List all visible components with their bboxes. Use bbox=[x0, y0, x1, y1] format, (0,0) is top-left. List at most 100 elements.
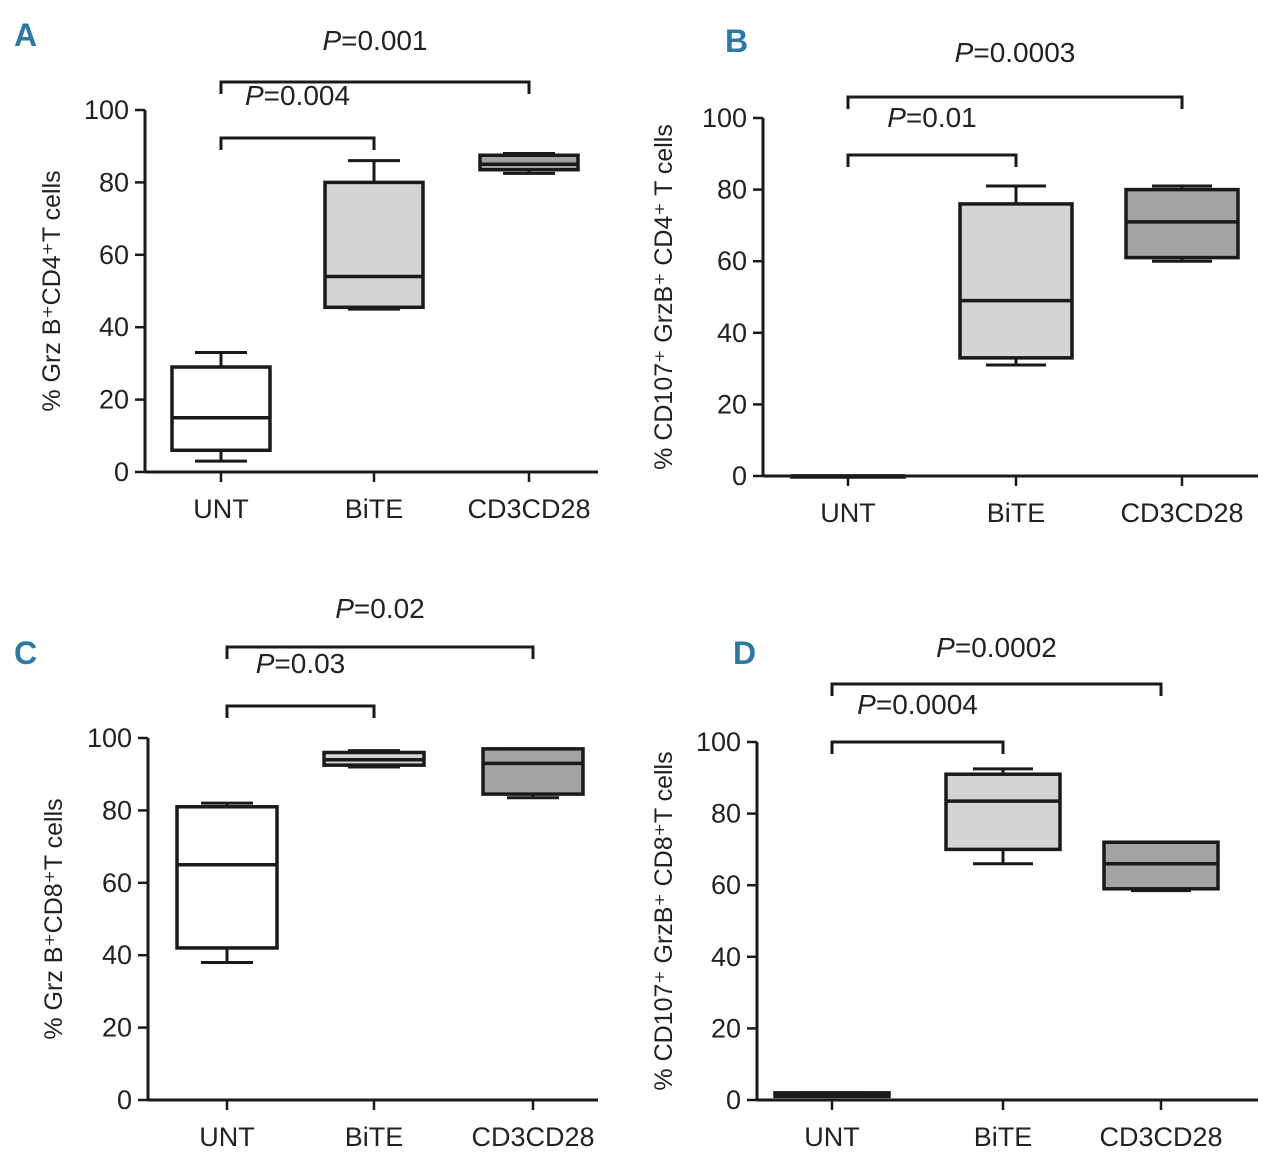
y-tick-label: 20 bbox=[102, 1013, 132, 1043]
y-tick-label: 100 bbox=[84, 95, 129, 125]
bracket-line bbox=[830, 682, 1163, 696]
p-letter: P bbox=[245, 80, 264, 111]
panel-label: A bbox=[14, 17, 37, 53]
significance-bracket: P=0.03 bbox=[225, 648, 376, 718]
box-bite bbox=[958, 184, 1074, 367]
panel-label: C bbox=[14, 635, 37, 671]
box-unt bbox=[790, 474, 906, 479]
x-tick-label: BiTE bbox=[345, 494, 404, 524]
x-tick-label: UNT bbox=[193, 494, 249, 524]
p-value: =0.01 bbox=[906, 102, 977, 133]
p-letter: P bbox=[335, 593, 354, 624]
y-tick-label: 20 bbox=[717, 389, 747, 419]
p-value-label: P=0.01 bbox=[887, 102, 977, 133]
p-value-label: P=0.02 bbox=[335, 593, 425, 624]
box-bite bbox=[323, 159, 425, 311]
x-tick-label: UNT bbox=[804, 1122, 860, 1152]
bracket-line bbox=[225, 704, 376, 718]
box-bite bbox=[322, 749, 426, 769]
y-tick-label: 60 bbox=[717, 246, 747, 276]
x-tick-label: CD3CD28 bbox=[467, 494, 590, 524]
p-value-label: P=0.0004 bbox=[857, 689, 978, 720]
significance-bracket: P=0.001 bbox=[219, 25, 531, 94]
y-tick-label: 0 bbox=[732, 461, 747, 491]
box-iqr bbox=[478, 153, 580, 172]
box-iqr bbox=[481, 747, 585, 796]
y-tick-label: 100 bbox=[696, 727, 741, 757]
panel-label: B bbox=[725, 23, 748, 59]
x-tick-label: UNT bbox=[199, 1122, 255, 1152]
bracket-line bbox=[219, 80, 531, 94]
p-letter: P bbox=[857, 689, 876, 720]
p-value-label: P=0.03 bbox=[256, 648, 346, 679]
box-bite bbox=[944, 767, 1062, 866]
y-tick-label: 40 bbox=[711, 942, 741, 972]
x-tick-label: UNT bbox=[820, 498, 876, 528]
y-tick-label: 20 bbox=[99, 385, 129, 415]
p-letter: P bbox=[887, 102, 906, 133]
significance-bracket: P=0.004 bbox=[219, 80, 376, 150]
y-tick-label: 100 bbox=[87, 723, 132, 753]
y-tick-label: 80 bbox=[717, 175, 747, 205]
panel-d: D 0 20 40 60 80 100 UNT BiTE CD3CD28 % CD107⁺ GrzB… bbox=[650, 632, 1258, 1152]
y-tick-label: 60 bbox=[102, 868, 132, 898]
y-tick-label: 100 bbox=[702, 103, 747, 133]
p-letter: P bbox=[256, 648, 275, 679]
bracket-line bbox=[225, 645, 535, 659]
p-value-label: P=0.0002 bbox=[936, 632, 1057, 663]
p-value-label: P=0.0003 bbox=[955, 37, 1076, 68]
x-tick-label: BiTE bbox=[345, 1122, 404, 1152]
box-cd3cd28 bbox=[1124, 184, 1240, 263]
significance-bracket: P=0.01 bbox=[846, 102, 1018, 167]
p-value: =0.03 bbox=[274, 648, 345, 679]
y-axis-title: % CD107⁺ GrzB⁺ CD8⁺T cells bbox=[650, 751, 678, 1090]
box-cd3cd28 bbox=[478, 151, 580, 175]
panel-a: A 0 20 40 60 80 100 UNT BiTE CD3CD28 % Grz B⁺CD4⁺T… bbox=[14, 17, 598, 524]
bracket-line bbox=[846, 95, 1184, 109]
y-tick-label: 20 bbox=[711, 1013, 741, 1043]
p-value: =0.0004 bbox=[876, 689, 978, 720]
y-tick-label: 0 bbox=[726, 1085, 741, 1115]
y-tick-label: 60 bbox=[99, 240, 129, 270]
p-value-label: P=0.001 bbox=[322, 25, 427, 56]
p-letter: P bbox=[322, 25, 341, 56]
panel-b: B 0 20 40 60 80 100 UNT BiTE CD3CD28 % CD107⁺ GrzB… bbox=[650, 23, 1258, 528]
y-tick-label: 40 bbox=[102, 940, 132, 970]
p-value: =0.004 bbox=[264, 80, 350, 111]
panel-label: D bbox=[733, 635, 756, 671]
bracket-line bbox=[219, 136, 376, 150]
box-iqr bbox=[958, 202, 1074, 360]
significance-bracket: P=0.0002 bbox=[830, 632, 1163, 696]
x-tick-label: CD3CD28 bbox=[471, 1122, 594, 1152]
box-cd3cd28 bbox=[1102, 840, 1220, 893]
box-iqr bbox=[1124, 187, 1240, 260]
box-iqr bbox=[944, 772, 1062, 852]
box-unt bbox=[773, 1091, 891, 1099]
box-iqr bbox=[175, 805, 279, 950]
y-tick-label: 0 bbox=[117, 1085, 132, 1115]
x-tick-label: BiTE bbox=[974, 1122, 1033, 1152]
x-tick-label: CD3CD28 bbox=[1099, 1122, 1222, 1152]
y-axis-title: % Grz B⁺CD8⁺T cells bbox=[40, 798, 68, 1039]
box-unt bbox=[175, 801, 279, 964]
box-unt bbox=[170, 351, 272, 463]
bracket-line bbox=[846, 153, 1018, 167]
x-tick-label: CD3CD28 bbox=[1120, 498, 1243, 528]
y-tick-label: 80 bbox=[102, 795, 132, 825]
x-tick-label: BiTE bbox=[987, 498, 1046, 528]
p-value: =0.001 bbox=[341, 25, 427, 56]
p-letter: P bbox=[936, 632, 955, 663]
p-letter: P bbox=[955, 37, 974, 68]
y-tick-label: 80 bbox=[99, 167, 129, 197]
box-iqr bbox=[170, 365, 272, 453]
p-value: =0.02 bbox=[354, 593, 425, 624]
panel-c: C 0 20 40 60 80 100 UNT BiTE CD3CD28 % Grz B⁺CD8⁺T… bbox=[14, 593, 598, 1152]
box-iqr bbox=[323, 180, 425, 310]
p-value: =0.0003 bbox=[973, 37, 1075, 68]
significance-bracket: P=0.0004 bbox=[830, 689, 1005, 754]
p-value: =0.0002 bbox=[955, 632, 1057, 663]
y-axis-title: % CD107⁺ GrzB⁺ CD4⁺ T cells bbox=[650, 124, 678, 470]
y-tick-label: 80 bbox=[711, 799, 741, 829]
